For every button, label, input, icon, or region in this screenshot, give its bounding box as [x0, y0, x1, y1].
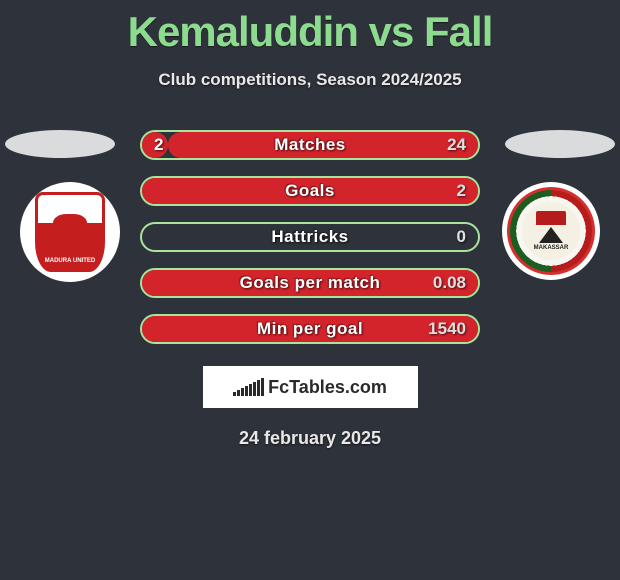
chart-icon	[233, 378, 264, 396]
bar-label: Matches	[142, 132, 478, 158]
bar-label: Hattricks	[142, 224, 478, 250]
bar-label: Goals per match	[142, 270, 478, 296]
club-badge-right: MAKASSAR	[502, 182, 600, 280]
bar-value-right: 2	[457, 178, 466, 204]
badge-right-label: MAKASSAR	[534, 245, 569, 251]
date-label: 24 february 2025	[0, 428, 620, 449]
badge-left-label: MADURA UNITED	[38, 258, 102, 264]
comparison-arena: MADURA UNITED MAKASSAR Matches224Goals2H…	[0, 130, 620, 344]
stat-bar: Min per goal1540	[140, 314, 480, 344]
stat-bar: Goals2	[140, 176, 480, 206]
bar-value-right: 24	[447, 132, 466, 158]
subtitle: Club competitions, Season 2024/2025	[0, 70, 620, 90]
bar-value-right: 1540	[428, 316, 466, 342]
stat-bar: Matches2 24	[140, 130, 480, 160]
club-badge-left: MADURA UNITED	[20, 182, 120, 282]
bar-label: Goals	[142, 178, 478, 204]
bar-value-right: 0.08	[433, 270, 466, 296]
stat-bar: Hattricks0	[140, 222, 480, 252]
brand-logo[interactable]: FcTables.com	[203, 366, 418, 408]
psm-icon: MAKASSAR	[507, 187, 595, 275]
car-oval-right	[505, 130, 615, 158]
bar-value-left: 2	[154, 132, 163, 158]
shield-icon: MADURA UNITED	[35, 192, 105, 272]
stat-bars: Matches224Goals2Hattricks0Goals per matc…	[140, 130, 480, 344]
page-title: Kemaluddin vs Fall	[0, 0, 620, 56]
bar-value-right: 0	[457, 224, 466, 250]
stat-bar: Goals per match0.08	[140, 268, 480, 298]
brand-text: FcTables.com	[268, 377, 387, 398]
car-oval-left	[5, 130, 115, 158]
